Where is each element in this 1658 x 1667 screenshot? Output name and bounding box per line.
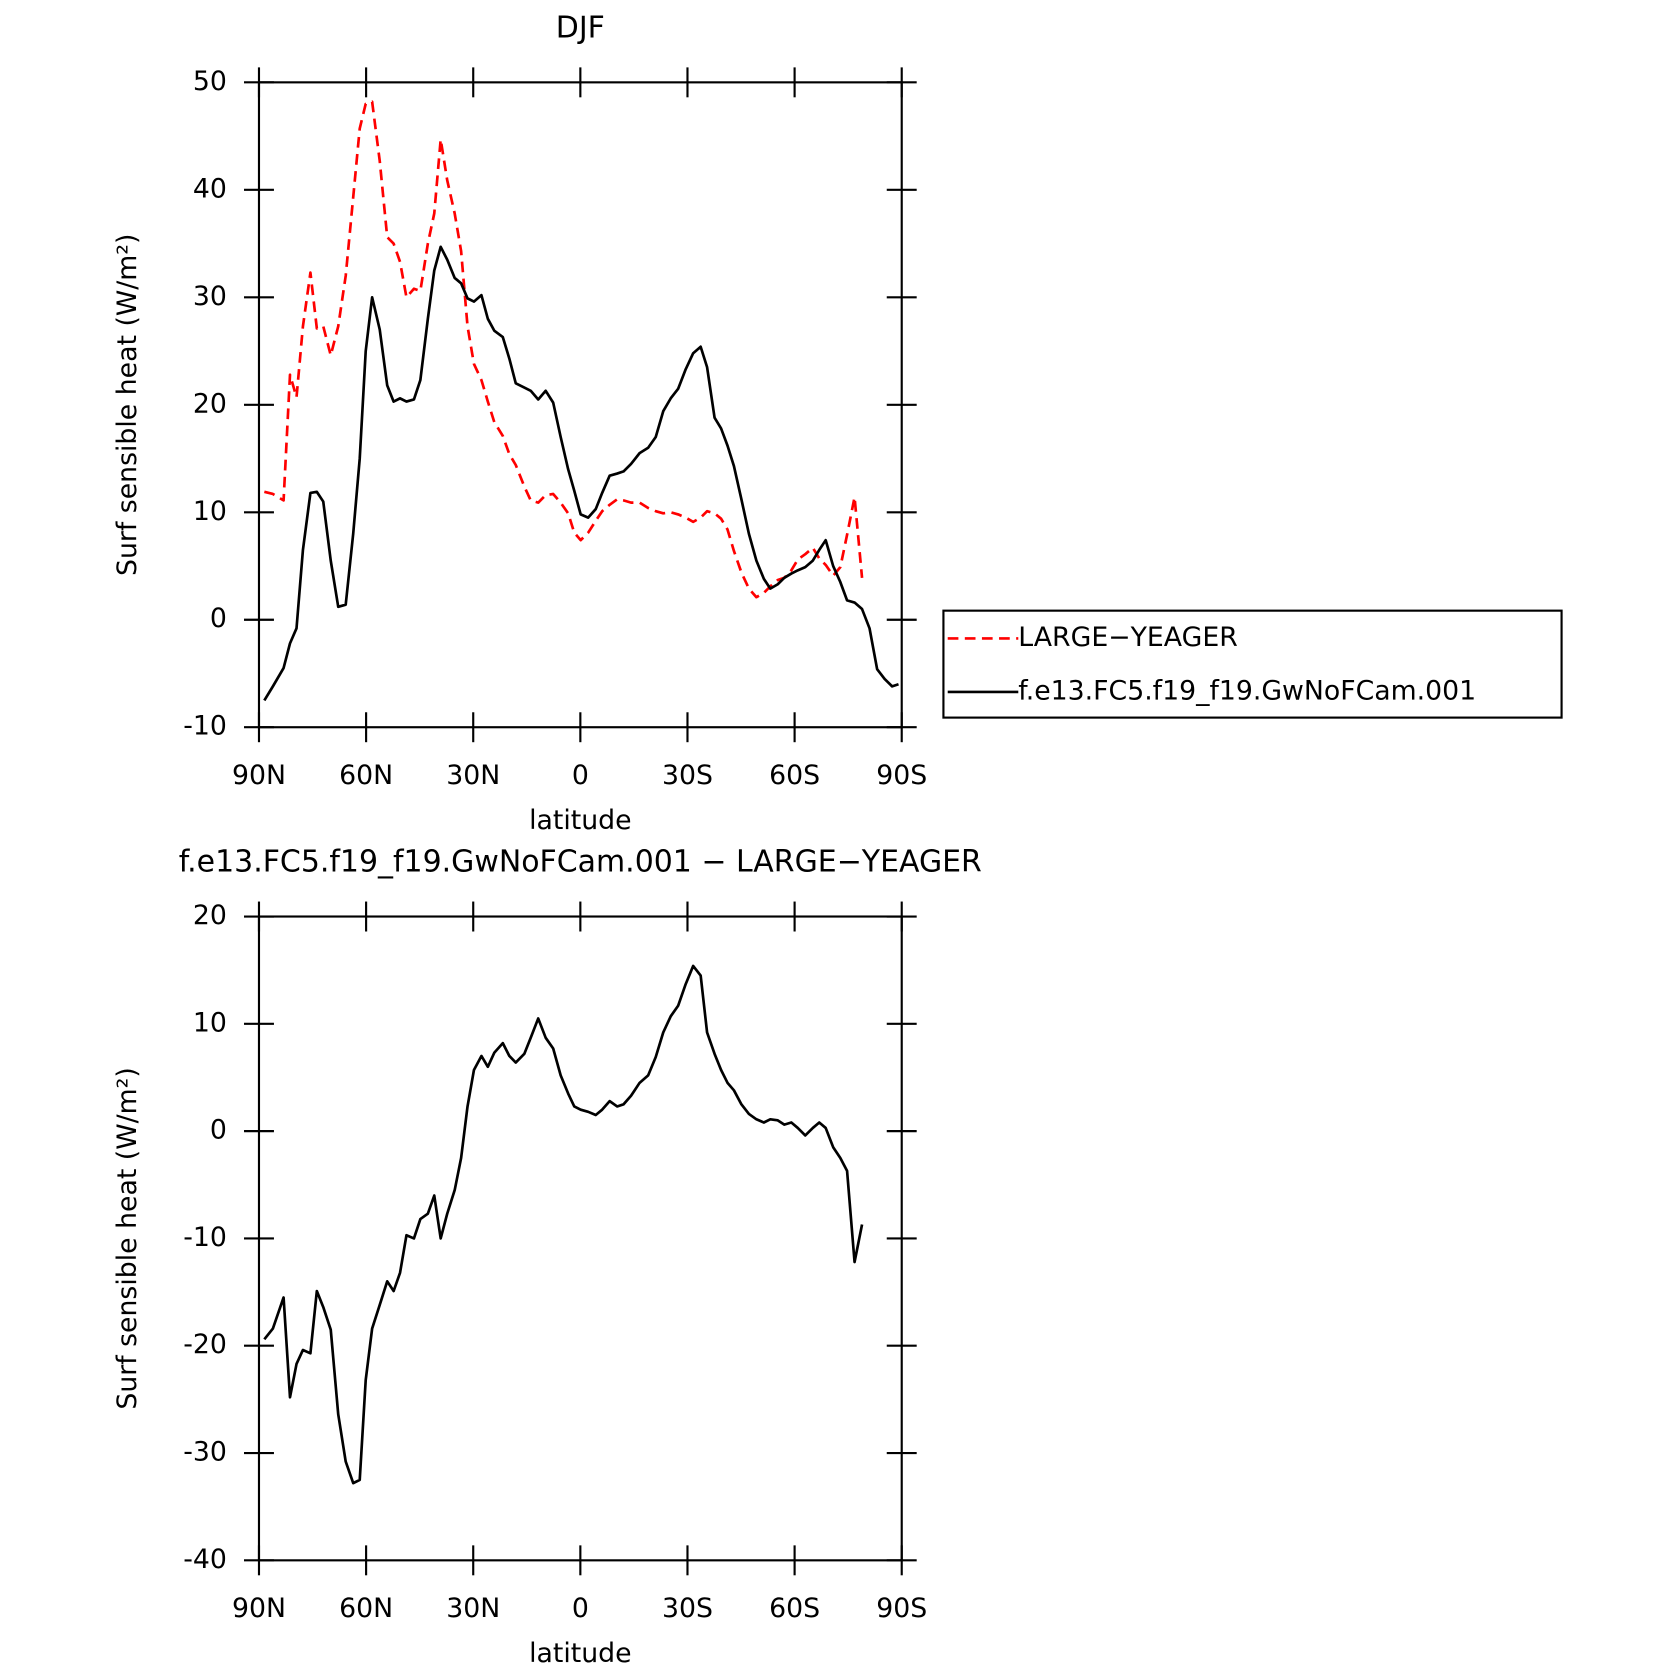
legend-label: LARGE−YEAGER [1018, 622, 1237, 653]
x-tick-label: 90S [876, 760, 927, 791]
plot-frame [257, 915, 903, 1562]
line-series [263, 964, 864, 1485]
line-series [264, 100, 864, 599]
x-tick-label: 0 [572, 1593, 589, 1624]
y-tick-label: 10 [193, 496, 227, 527]
y-tick-label: 0 [210, 603, 227, 634]
x-tick-label: 90N [232, 760, 286, 791]
x-tick-label: 90S [876, 1593, 927, 1624]
y-tick-label: 50 [193, 66, 227, 97]
x-tick-label: 30S [662, 760, 713, 791]
y-tick-label: 0 [210, 1115, 227, 1146]
x-tick-label: 60S [769, 760, 820, 791]
y-tick-label: -10 [183, 711, 227, 742]
x-axis-label: latitude [529, 805, 632, 836]
y-axis-label: Surf sensible heat (W/m²) [112, 1067, 143, 1409]
line-series [263, 245, 899, 702]
x-tick-label: 30N [446, 1593, 500, 1624]
legend-box [942, 609, 1563, 719]
y-tick-label: 40 [193, 173, 227, 204]
y-tick-label: -10 [183, 1222, 227, 1253]
chart-title: DJF [556, 10, 605, 45]
x-tick-label: 60N [339, 1593, 393, 1624]
x-tick-label: 60S [769, 1593, 820, 1624]
y-axis-label: Surf sensible heat (W/m²) [112, 234, 143, 576]
legend-label: f.e13.FC5.f19_f19.GwNoFCam.001 [1018, 675, 1476, 706]
y-tick-label: -40 [183, 1544, 227, 1575]
x-tick-label: 30N [446, 760, 500, 791]
x-tick-label: 0 [572, 760, 589, 791]
y-tick-label: -20 [183, 1329, 227, 1360]
x-axis-label: latitude [529, 1638, 632, 1663]
y-tick-label: 30 [193, 281, 227, 312]
chart-title: f.e13.FC5.f19_f19.GwNoFCam.001 − LARGE−Y… [179, 845, 982, 880]
y-tick-label: -30 [183, 1437, 227, 1468]
y-tick-label: 20 [193, 900, 227, 931]
y-tick-label: 10 [193, 1007, 227, 1038]
x-tick-label: 30S [662, 1593, 713, 1624]
x-tick-label: 60N [339, 760, 393, 791]
x-tick-label: 90N [232, 1593, 286, 1624]
y-tick-label: 20 [193, 388, 227, 419]
